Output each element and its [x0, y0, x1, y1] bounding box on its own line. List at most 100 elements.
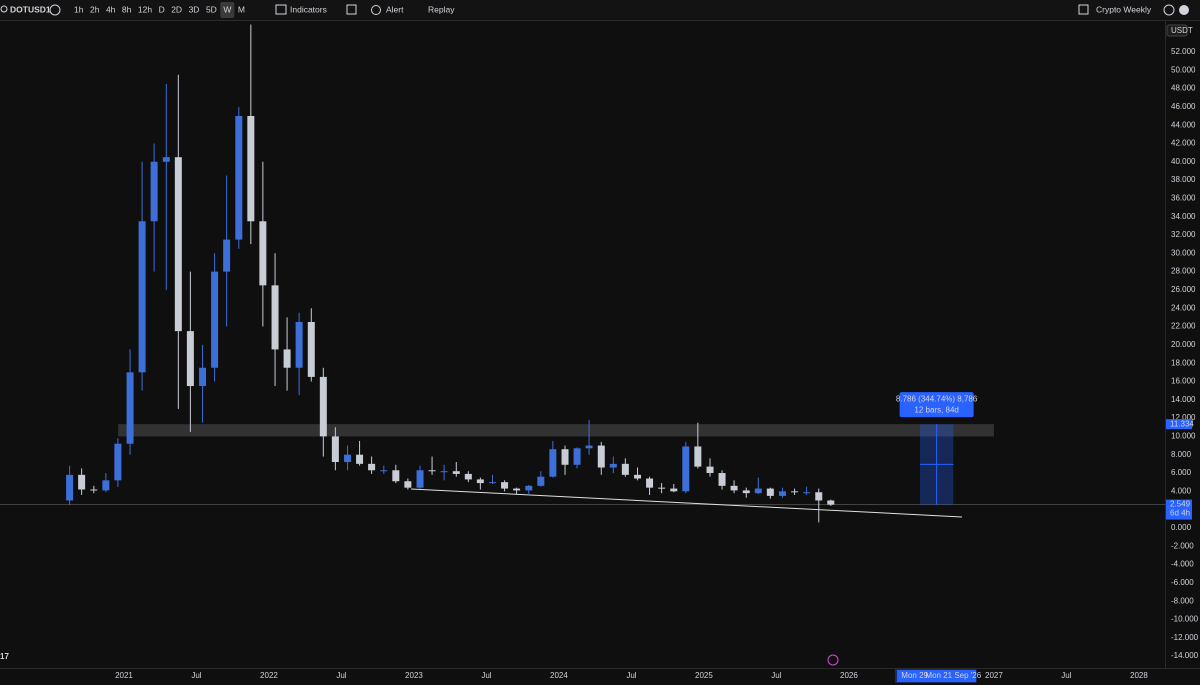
candle-body — [307, 321, 315, 377]
interval-button[interactable]: 8h — [122, 4, 132, 14]
candle-body — [827, 500, 835, 505]
interval-button[interactable]: M — [238, 4, 245, 14]
candle-body — [476, 479, 484, 484]
candle-body — [211, 271, 219, 368]
candle-body — [730, 485, 738, 491]
y-tick-label: 48.000 — [1171, 84, 1196, 93]
alert-button[interactable]: Alert — [386, 4, 404, 14]
alert-icon[interactable] — [371, 5, 381, 15]
y-tick-label: 50.000 — [1171, 65, 1196, 74]
interval-button[interactable]: 5D — [206, 4, 217, 14]
candle-body — [766, 488, 774, 496]
add-symbol[interactable] — [49, 4, 61, 16]
x-tick-label: Jul — [481, 671, 491, 680]
y-tick-label: -14.000 — [1171, 651, 1199, 660]
y-tick-label: -4.000 — [1171, 560, 1194, 569]
candle-body — [513, 488, 521, 491]
candle-body — [199, 367, 207, 387]
candle-body — [573, 448, 581, 465]
interval-button[interactable]: 2D — [171, 4, 182, 14]
candle-body — [501, 482, 509, 489]
y-tick-label: -12.000 — [1171, 633, 1199, 642]
candle-body — [718, 473, 726, 486]
interval-button[interactable]: 2h — [90, 4, 100, 14]
candle-body — [670, 488, 678, 492]
candle-body — [174, 157, 182, 332]
candle-body — [694, 446, 702, 467]
x-tick-label: Jul — [626, 671, 636, 680]
candle-body — [90, 489, 98, 491]
candle-body — [561, 449, 569, 465]
y-tick-label: 52.000 — [1171, 47, 1196, 56]
y-tick-label: 26.000 — [1171, 285, 1196, 294]
x-tick-label: 2021 — [115, 671, 133, 680]
x-tick-label: Jul — [771, 671, 781, 680]
candle-body — [597, 445, 605, 468]
x-tick-label: 2028 — [1130, 671, 1148, 680]
time-label: Mon 29 Ju — [901, 671, 938, 680]
y-tick-label: 42.000 — [1171, 139, 1196, 148]
interval-button[interactable]: 4h — [106, 4, 116, 14]
trendline — [411, 488, 963, 518]
candle-body — [585, 445, 593, 449]
y-tick-label: -10.000 — [1171, 615, 1199, 624]
interval-button[interactable]: 3D — [189, 4, 200, 14]
y-tick-label: 32.000 — [1171, 230, 1196, 239]
search-icon[interactable] — [0, 5, 8, 13]
candle-body — [525, 485, 533, 491]
candle-body — [392, 470, 400, 482]
y-tick-label: 28.000 — [1171, 267, 1196, 276]
candle-body — [331, 436, 339, 463]
templates-icon[interactable] — [346, 4, 357, 15]
y-tick-label: 44.000 — [1171, 120, 1196, 129]
y-tick-label: 18.000 — [1171, 358, 1196, 367]
candle-body — [682, 446, 690, 492]
currency-button[interactable] — [1163, 4, 1175, 16]
y-tick-label: 12.000 — [1171, 413, 1196, 422]
replay-button[interactable]: Replay — [428, 4, 455, 14]
candle-body — [223, 239, 231, 272]
indicators-icon[interactable] — [275, 4, 287, 15]
y-tick-label: 14.000 — [1171, 395, 1196, 404]
symbol[interactable]: DOTUSD1 — [10, 4, 51, 14]
y-tick-label: 40.000 — [1171, 157, 1196, 166]
candle-body — [344, 454, 352, 463]
interval-button[interactable]: W — [223, 4, 231, 14]
measure-label: 8.786 (344.74%) 8,786 — [896, 394, 978, 403]
candle-body — [428, 470, 436, 472]
candle-body — [440, 471, 448, 473]
layout-name[interactable]: Crypto Weekly — [1096, 4, 1152, 14]
candle-body — [66, 474, 74, 501]
x-tick-label: 2024 — [550, 671, 568, 680]
candle-body — [815, 492, 823, 501]
interval-button[interactable]: 12h — [138, 4, 152, 14]
currency-box[interactable] — [1166, 24, 1188, 37]
indicators-button[interactable]: Indicators — [290, 4, 327, 14]
event-icon[interactable] — [827, 654, 839, 666]
y-tick-label: -2.000 — [1171, 541, 1194, 550]
zone-price-box — [1166, 419, 1192, 430]
y-tick-label: 6.000 — [1171, 468, 1192, 477]
x-tick-label: Jul — [191, 671, 201, 680]
y-tick-label: 0.000 — [1171, 523, 1192, 532]
y-tick-label: 34.000 — [1171, 212, 1196, 221]
y-tick-label: 30.000 — [1171, 248, 1196, 257]
candle-body — [150, 161, 158, 222]
time-label: Mon 21 Sep '26 — [925, 671, 981, 680]
candle-body — [416, 470, 424, 488]
candle-body — [235, 115, 243, 240]
interval-button[interactable]: D — [159, 4, 165, 14]
zone-price-label: 11.334 — [1170, 419, 1194, 428]
candle-body — [646, 478, 654, 488]
candle-body — [356, 454, 364, 464]
candle-body — [609, 463, 617, 468]
toolbar — [0, 0, 1200, 20]
resistance-zone — [118, 424, 994, 437]
last-price-label: 2.549 — [1170, 500, 1191, 509]
candle-body — [380, 470, 388, 472]
layout-icon[interactable] — [1078, 4, 1089, 15]
interval-button[interactable]: 1h — [74, 4, 84, 14]
x-tick-label: 2025 — [695, 671, 713, 680]
plot-area: 52.000 50.000 48.000 46.000 44.000 42.000 40.0… — [0, 24, 1199, 683]
account-button[interactable] — [1179, 5, 1189, 15]
